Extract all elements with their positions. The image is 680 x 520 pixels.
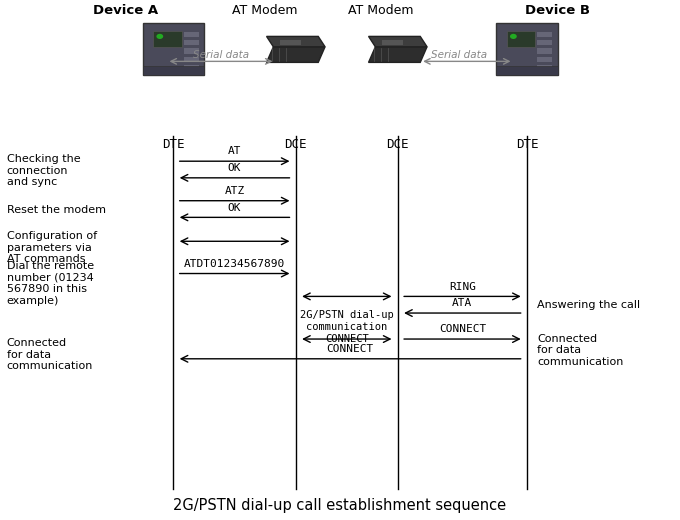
Bar xyxy=(537,32,552,37)
Polygon shape xyxy=(267,47,325,62)
Text: Connected
for data
communication: Connected for data communication xyxy=(537,334,624,367)
Bar xyxy=(184,48,199,54)
Text: ATA: ATA xyxy=(452,298,473,308)
Text: OK: OK xyxy=(228,203,241,213)
Text: AT Modem: AT Modem xyxy=(233,4,298,17)
Text: Answering the call: Answering the call xyxy=(537,300,641,310)
Text: Device B: Device B xyxy=(525,4,590,17)
FancyBboxPatch shape xyxy=(143,23,204,75)
Text: ATDT01234567890: ATDT01234567890 xyxy=(184,259,285,269)
Polygon shape xyxy=(369,47,427,62)
Bar xyxy=(184,40,199,45)
Text: Dial the remote
number (01234
567890 in this
example): Dial the remote number (01234 567890 in … xyxy=(7,261,94,306)
Polygon shape xyxy=(369,36,427,47)
Bar xyxy=(382,40,403,45)
Bar xyxy=(507,31,535,47)
Text: Reset the modem: Reset the modem xyxy=(7,204,106,215)
Circle shape xyxy=(510,34,517,39)
Text: 2G/PSTN dial-up
communication: 2G/PSTN dial-up communication xyxy=(300,310,394,332)
Text: CONNECT: CONNECT xyxy=(326,344,374,354)
Bar xyxy=(153,31,182,47)
Bar xyxy=(184,32,199,37)
Text: AT Modem: AT Modem xyxy=(348,4,413,17)
Text: 2G/PSTN dial-up call establishment sequence: 2G/PSTN dial-up call establishment seque… xyxy=(173,498,507,513)
Bar xyxy=(537,48,552,54)
Bar xyxy=(143,66,204,75)
Text: Serial data: Serial data xyxy=(431,49,487,60)
Bar xyxy=(184,57,199,62)
Text: OK: OK xyxy=(228,163,241,173)
Bar xyxy=(537,65,552,70)
Text: DCE: DCE xyxy=(284,138,307,151)
FancyBboxPatch shape xyxy=(496,23,558,75)
Bar xyxy=(537,40,552,45)
Bar xyxy=(184,65,199,70)
Text: Configuration of
parameters via
AT commands: Configuration of parameters via AT comma… xyxy=(7,231,97,264)
Text: Checking the
connection
and sync: Checking the connection and sync xyxy=(7,154,80,187)
Text: RING: RING xyxy=(449,282,476,292)
Text: CONNECT: CONNECT xyxy=(439,324,486,334)
Bar xyxy=(496,66,558,75)
Text: DTE: DTE xyxy=(515,138,539,151)
Bar xyxy=(280,40,301,45)
Text: AT: AT xyxy=(228,146,241,156)
Text: CONNECT: CONNECT xyxy=(325,334,369,344)
Text: Serial data: Serial data xyxy=(193,49,249,60)
Text: DCE: DCE xyxy=(386,138,409,151)
Text: ATZ: ATZ xyxy=(224,186,245,196)
Polygon shape xyxy=(267,36,325,47)
Bar xyxy=(537,57,552,62)
Circle shape xyxy=(156,34,163,39)
Text: Connected
for data
communication: Connected for data communication xyxy=(7,338,93,371)
Text: Device A: Device A xyxy=(93,4,158,17)
Text: DTE: DTE xyxy=(162,138,185,151)
